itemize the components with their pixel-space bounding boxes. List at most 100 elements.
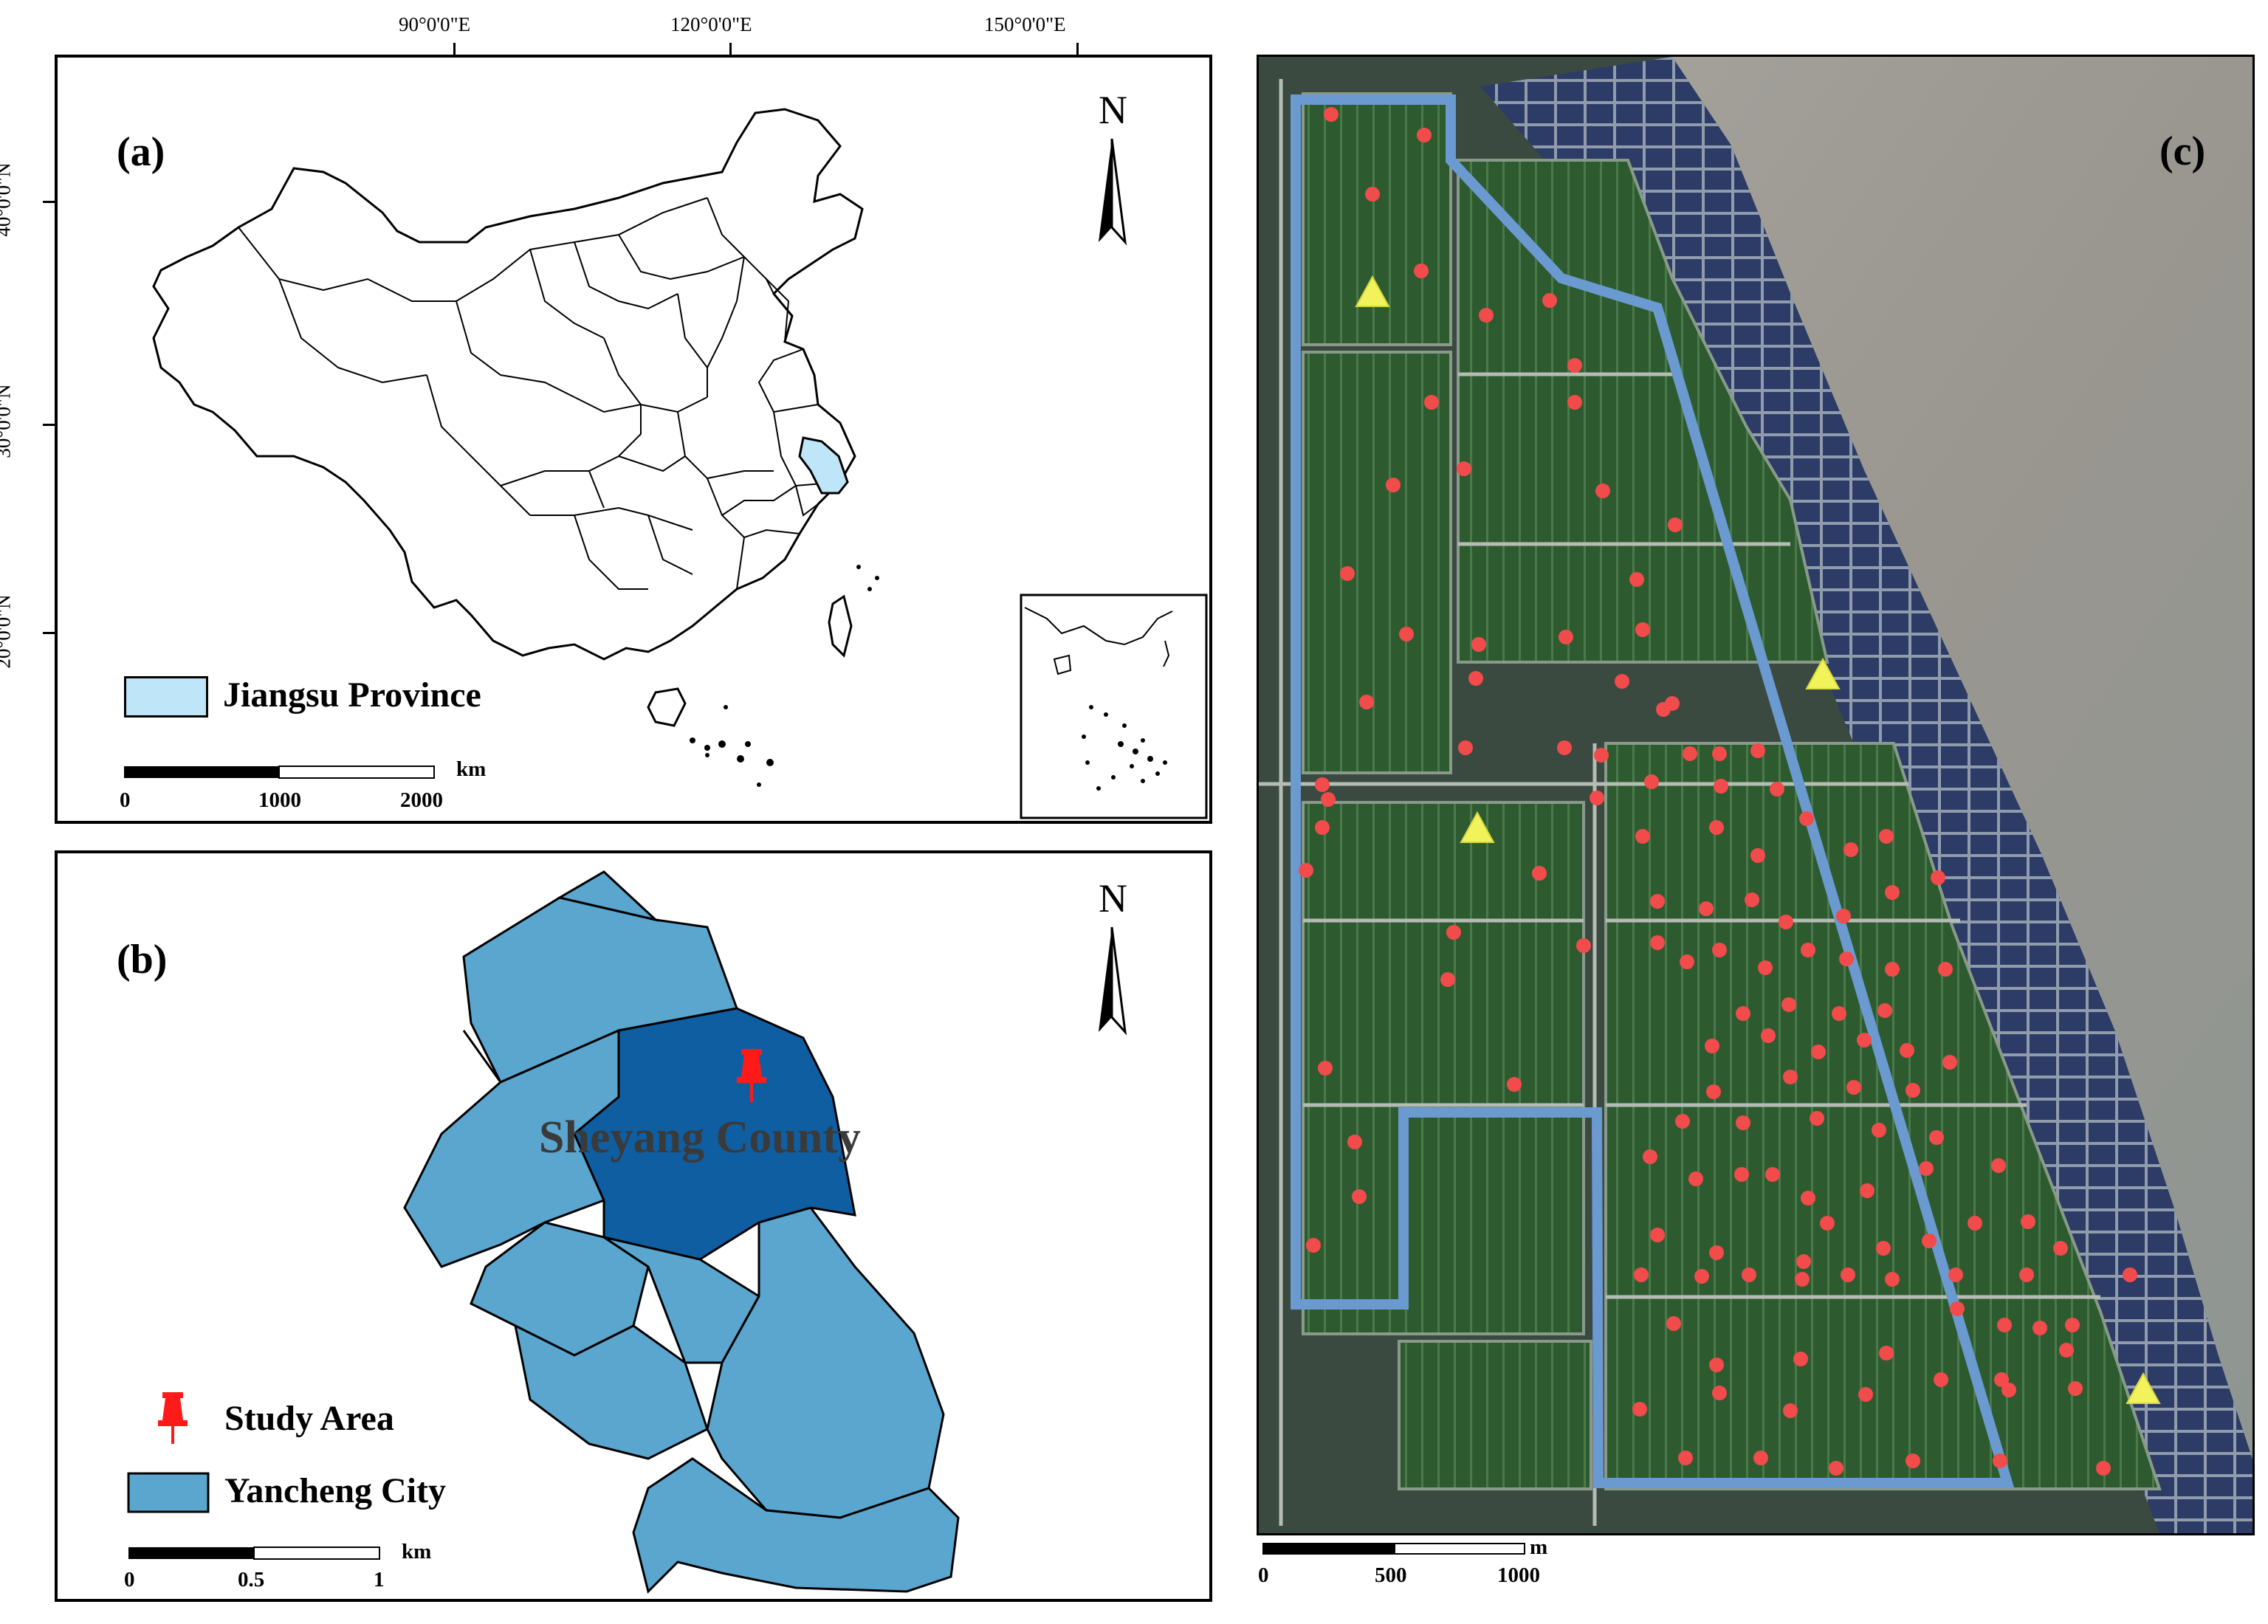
district-east xyxy=(706,1206,945,1519)
scale-bar-b xyxy=(128,1546,380,1560)
lat-tick-30n xyxy=(43,424,56,426)
taiwan-island xyxy=(828,594,853,658)
lat-label-20n: 20°0'0"N xyxy=(0,594,15,669)
sample-point xyxy=(1557,740,1572,755)
sample-point xyxy=(1694,1269,1709,1284)
scale-bar-a xyxy=(124,765,435,779)
legend-swatch-yancheng xyxy=(127,1472,210,1513)
sample-point xyxy=(1365,187,1380,202)
sample-point xyxy=(1446,925,1461,940)
sample-point xyxy=(1858,1387,1873,1402)
sample-point xyxy=(1417,128,1432,142)
lat-tick-20n xyxy=(43,632,56,634)
sample-point xyxy=(1938,962,1953,977)
sample-point xyxy=(2053,1241,2068,1256)
sample-point xyxy=(1801,943,1815,957)
sample-point xyxy=(1750,743,1765,758)
scale-tick-0-c: 0 xyxy=(1258,1563,1269,1587)
sample-point xyxy=(1590,791,1604,805)
sample-point xyxy=(2019,1267,2034,1282)
sample-point xyxy=(1650,894,1665,909)
scale-tick-0-b: 0 xyxy=(124,1568,135,1592)
sample-point xyxy=(1635,829,1650,844)
sample-point xyxy=(1829,1461,1843,1476)
sample-point xyxy=(1876,1241,1891,1256)
sample-point xyxy=(1906,1083,1920,1098)
county-label-sheyang: Sheyang County xyxy=(539,1112,861,1163)
sample-point xyxy=(1832,1006,1846,1021)
sample-point xyxy=(1714,779,1728,794)
sample-point xyxy=(1629,572,1644,587)
sample-point xyxy=(1841,1267,1855,1282)
scale-bar-c-white xyxy=(1394,1543,1525,1555)
sample-point xyxy=(1948,1267,1963,1282)
lat-tick-40n xyxy=(43,201,56,203)
sample-point xyxy=(2021,1214,2035,1229)
sample-point xyxy=(1753,1451,1768,1465)
sample-point xyxy=(1471,637,1486,652)
validation-triangle xyxy=(2126,1372,2161,1404)
sample-point xyxy=(1836,909,1851,923)
sample-point xyxy=(1993,1453,2007,1468)
china-outline xyxy=(152,108,864,661)
sample-point xyxy=(1650,935,1665,950)
sheyang-county-highlight xyxy=(573,1007,856,1261)
sample-point xyxy=(1906,1453,1920,1468)
sample-point xyxy=(1688,1171,1703,1186)
sample-point xyxy=(1885,1272,1900,1287)
validation-triangle xyxy=(1805,657,1841,689)
sample-point xyxy=(1781,997,1796,1012)
sample-point xyxy=(2059,1343,2074,1358)
sample-point xyxy=(1324,107,1339,122)
sample-point xyxy=(2123,1267,2137,1282)
sample-point xyxy=(1783,1403,1798,1418)
sample-point xyxy=(1386,478,1401,492)
sample-point xyxy=(1712,746,1727,761)
sample-point xyxy=(1457,461,1471,476)
sample-point xyxy=(1843,842,1858,857)
sample-point xyxy=(1706,1084,1721,1099)
sample-point xyxy=(1761,1028,1776,1043)
sample-point xyxy=(1507,1077,1522,1092)
sample-point xyxy=(1352,1189,1367,1204)
legend-label-jiangsu: Jiangsu Province xyxy=(223,675,481,715)
sample-point xyxy=(1668,517,1683,532)
sample-point xyxy=(1340,566,1355,581)
sample-point xyxy=(2096,1461,2111,1476)
sample-point xyxy=(2032,1321,2047,1335)
sample-point xyxy=(1479,308,1494,323)
sample-point xyxy=(1900,1043,1914,1058)
sample-point xyxy=(1424,395,1439,410)
sample-point xyxy=(1879,1346,1894,1360)
yancheng-map xyxy=(127,870,1127,1594)
sample-point xyxy=(1634,1267,1649,1282)
sample-point xyxy=(1795,1272,1810,1287)
sample-point xyxy=(1750,848,1765,863)
sample-point xyxy=(1736,1115,1750,1130)
sample-point xyxy=(1567,358,1582,373)
legend-pushpin-icon xyxy=(158,1392,188,1444)
hainan-island xyxy=(647,687,687,727)
sample-point xyxy=(1783,1070,1798,1084)
sample-point xyxy=(1742,1267,1756,1282)
north-arrow-icon xyxy=(1099,926,1127,1036)
sample-point xyxy=(1860,1183,1874,1198)
sample-point xyxy=(1306,1238,1321,1253)
study-area-boundary xyxy=(1291,94,2015,1488)
sample-point xyxy=(1931,870,1945,885)
sample-point xyxy=(1968,1216,1982,1231)
aquaculture-ponds xyxy=(1480,57,2252,1533)
sample-point xyxy=(1559,630,1573,644)
sample-point xyxy=(1635,622,1650,637)
sample-point xyxy=(1796,1254,1811,1269)
sample-point xyxy=(1680,954,1694,969)
sample-point xyxy=(1885,962,1900,977)
sample-point xyxy=(1615,674,1629,689)
sample-point xyxy=(1793,1352,1808,1366)
sample-point xyxy=(1799,811,1814,826)
sample-point xyxy=(1810,1111,1824,1126)
sample-point xyxy=(1872,1123,1886,1138)
north-label-a: N xyxy=(1099,88,1127,132)
panel-label-c: (c) xyxy=(2159,128,2206,174)
sample-point xyxy=(1705,1039,1719,1053)
